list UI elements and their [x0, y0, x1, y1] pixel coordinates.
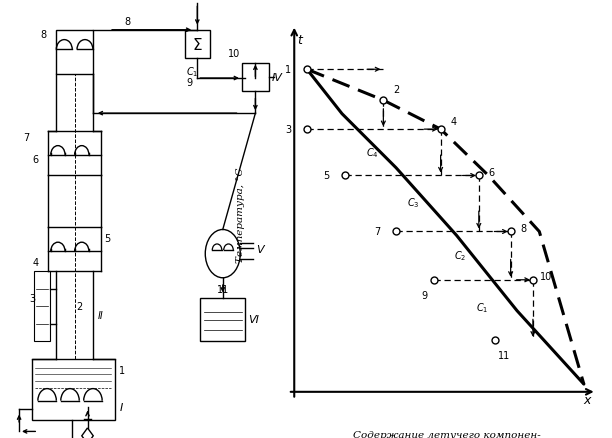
Text: t: t — [297, 33, 302, 46]
Text: 1: 1 — [119, 365, 125, 375]
Bar — [201, 298, 245, 342]
Text: 2: 2 — [393, 85, 399, 94]
Bar — [56, 31, 93, 74]
Text: $C_4$: $C_4$ — [366, 146, 379, 160]
Text: I: I — [119, 403, 122, 412]
Text: $C_3$: $C_3$ — [408, 196, 420, 210]
Bar — [242, 64, 269, 92]
Text: 4: 4 — [450, 117, 457, 127]
Text: Температура, °С: Температура, °С — [236, 167, 245, 262]
Text: 8: 8 — [520, 223, 526, 233]
Text: 8: 8 — [124, 18, 130, 28]
Text: x: x — [583, 393, 590, 406]
Text: $C_1$: $C_1$ — [476, 300, 488, 314]
Text: 5: 5 — [105, 234, 111, 244]
Text: 10: 10 — [540, 271, 552, 281]
Text: 4: 4 — [32, 258, 39, 268]
Text: 6: 6 — [32, 155, 39, 165]
Text: 6: 6 — [488, 167, 494, 177]
Text: $\Sigma$: $\Sigma$ — [192, 37, 203, 53]
Text: $C_1$: $C_1$ — [186, 65, 198, 79]
Text: 11: 11 — [217, 285, 229, 295]
Text: 10: 10 — [228, 49, 241, 59]
Text: 9: 9 — [422, 290, 428, 300]
Text: 7: 7 — [374, 227, 380, 237]
Text: 5: 5 — [323, 171, 329, 181]
Bar — [185, 31, 210, 59]
Text: 7: 7 — [23, 133, 29, 143]
Text: VI: VI — [248, 315, 259, 325]
Text: IV: IV — [272, 73, 283, 83]
Text: 2: 2 — [76, 302, 83, 311]
Text: 9: 9 — [186, 78, 192, 88]
Text: $C_2$: $C_2$ — [453, 248, 466, 262]
Text: 3: 3 — [29, 293, 35, 303]
Bar — [34, 272, 50, 342]
Text: 1: 1 — [285, 65, 291, 75]
Text: V: V — [256, 245, 264, 254]
Text: II: II — [98, 311, 104, 320]
Bar — [32, 359, 114, 420]
Text: 8: 8 — [40, 30, 47, 40]
Text: 11: 11 — [498, 350, 510, 360]
Text: Содержание летучего компонен-: Содержание летучего компонен- — [353, 431, 541, 438]
Text: 3: 3 — [285, 125, 291, 135]
